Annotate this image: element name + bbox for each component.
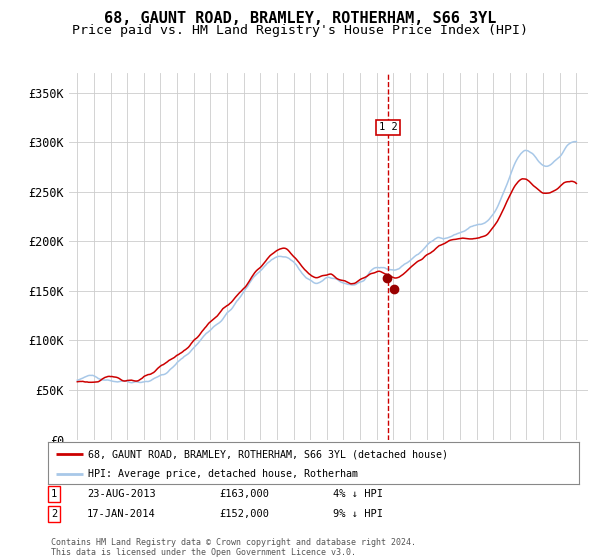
- Text: Contains HM Land Registry data © Crown copyright and database right 2024.
This d: Contains HM Land Registry data © Crown c…: [51, 538, 416, 557]
- Text: 1: 1: [51, 489, 57, 499]
- Text: £152,000: £152,000: [219, 509, 269, 519]
- Text: 68, GAUNT ROAD, BRAMLEY, ROTHERHAM, S66 3YL (detached house): 68, GAUNT ROAD, BRAMLEY, ROTHERHAM, S66 …: [88, 449, 448, 459]
- Text: HPI: Average price, detached house, Rotherham: HPI: Average price, detached house, Roth…: [88, 469, 358, 479]
- Text: £163,000: £163,000: [219, 489, 269, 499]
- Text: 68, GAUNT ROAD, BRAMLEY, ROTHERHAM, S66 3YL: 68, GAUNT ROAD, BRAMLEY, ROTHERHAM, S66 …: [104, 11, 496, 26]
- Text: 4% ↓ HPI: 4% ↓ HPI: [333, 489, 383, 499]
- Text: 17-JAN-2014: 17-JAN-2014: [87, 509, 156, 519]
- Text: 9% ↓ HPI: 9% ↓ HPI: [333, 509, 383, 519]
- Text: 1 2: 1 2: [379, 122, 397, 132]
- Text: 23-AUG-2013: 23-AUG-2013: [87, 489, 156, 499]
- Text: 2: 2: [51, 509, 57, 519]
- Text: Price paid vs. HM Land Registry's House Price Index (HPI): Price paid vs. HM Land Registry's House …: [72, 24, 528, 36]
